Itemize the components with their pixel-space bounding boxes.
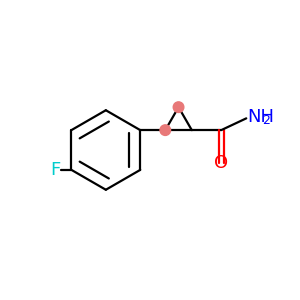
Text: 2: 2 bbox=[262, 114, 270, 127]
Circle shape bbox=[173, 102, 184, 112]
Circle shape bbox=[160, 125, 171, 135]
Text: NH: NH bbox=[248, 108, 275, 126]
Text: F: F bbox=[50, 161, 60, 179]
Text: O: O bbox=[214, 154, 228, 172]
